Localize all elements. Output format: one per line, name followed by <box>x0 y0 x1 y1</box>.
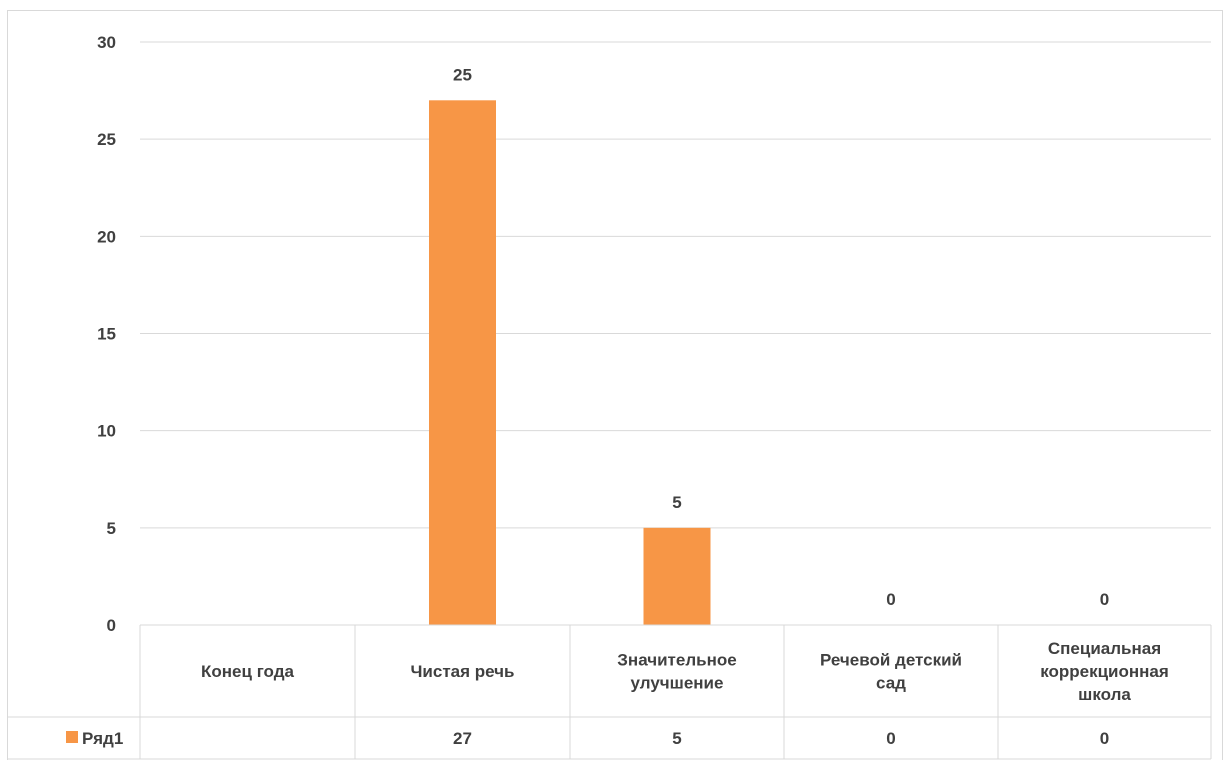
y-tick-label: 30 <box>97 33 116 52</box>
chart-area <box>7 10 1223 760</box>
y-tick-label: 20 <box>97 227 116 246</box>
table-value: 0 <box>1100 729 1109 748</box>
table-value: 0 <box>886 729 895 748</box>
legend-swatch <box>66 731 78 743</box>
y-tick-label: 15 <box>97 325 116 344</box>
category-label: Специальная <box>1048 639 1161 658</box>
y-tick-label: 5 <box>107 519 116 538</box>
bar <box>429 100 496 626</box>
data-label: 25 <box>453 65 472 84</box>
y-tick-label: 0 <box>107 616 116 635</box>
category-label: улучшение <box>631 674 724 693</box>
data-label: 0 <box>886 590 895 609</box>
category-label: Значительное <box>617 651 736 670</box>
table-value: 27 <box>453 729 472 748</box>
data-label: 0 <box>1100 590 1109 609</box>
category-label: Речевой детский <box>820 651 962 670</box>
category-label: коррекционная <box>1040 662 1169 681</box>
table-value: 5 <box>672 729 681 748</box>
category-label: Чистая речь <box>410 662 514 681</box>
y-tick-label: 10 <box>97 422 116 441</box>
category-label: сад <box>876 674 906 693</box>
bar <box>643 527 711 625</box>
data-label: 5 <box>672 493 681 512</box>
category-label: Конец года <box>201 662 294 681</box>
y-tick-label: 25 <box>97 130 116 149</box>
legend-series-name: Ряд1 <box>82 729 123 748</box>
category-label: школа <box>1078 685 1131 704</box>
